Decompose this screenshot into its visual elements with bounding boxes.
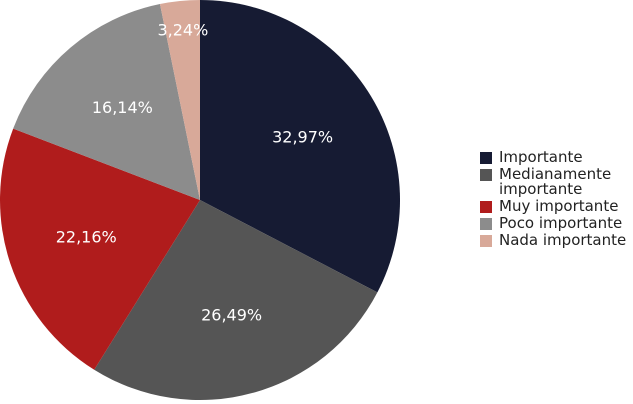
data-label: 26,49% [201, 305, 262, 324]
legend-label: Muy importante [499, 197, 619, 215]
legend-label: Importante [499, 148, 583, 166]
legend-item: Nada importante [480, 233, 630, 248]
data-label: 16,14% [92, 98, 153, 117]
legend-swatch [480, 201, 492, 213]
data-label: 3,24% [157, 20, 208, 39]
data-label: 22,16% [56, 228, 117, 247]
pie-slice [94, 200, 378, 400]
legend-item: Poco importante [480, 216, 630, 231]
pie-chart: 32,97% 26,49% 22,16% 16,14% 3,24% [0, 0, 400, 400]
pie-slice [200, 0, 400, 293]
pie-slice [0, 128, 200, 370]
data-label: 32,97% [272, 127, 333, 146]
legend: Importante Medianamente importante Muy imp… [480, 150, 630, 250]
legend-swatch [480, 218, 492, 230]
legend-item: Medianamente importante [480, 167, 630, 197]
legend-item: Importante [480, 150, 630, 165]
legend-swatch [480, 169, 492, 181]
pie-slice [13, 4, 201, 201]
legend-label: Poco importante [499, 214, 623, 232]
pie-slice [159, 0, 200, 200]
legend-item: Muy importante [480, 199, 630, 214]
legend-swatch [480, 235, 492, 247]
legend-label: Medianamente importante [499, 165, 612, 198]
legend-swatch [480, 152, 492, 164]
legend-label: Nada importante [499, 231, 627, 249]
